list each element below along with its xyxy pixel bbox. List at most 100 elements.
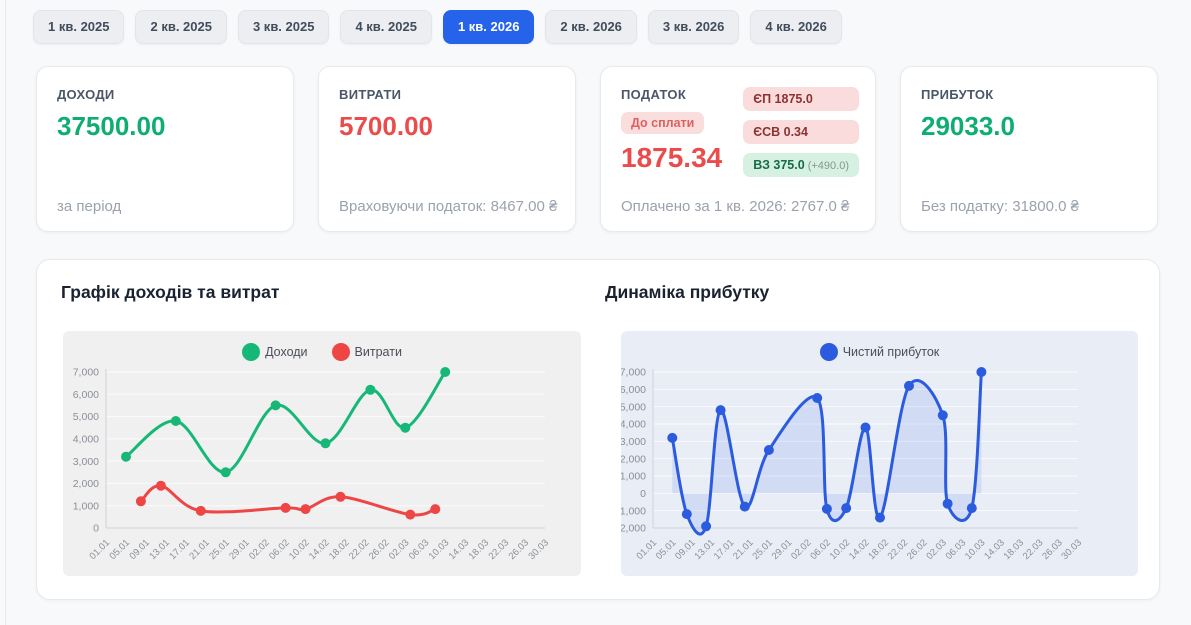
svg-text:3,000: 3,000 [621,436,646,448]
svg-text:10.02: 10.02 [828,537,853,562]
legend-marker-icon [331,343,350,361]
svg-text:01.01: 01.01 [88,537,113,562]
page-left-border [5,0,6,625]
svg-text:26.02: 26.02 [905,537,930,562]
svg-text:02.02: 02.02 [789,537,814,562]
profit-card: ПРИБУТОК 29033.0 Без податку: 31800.0 ₴ [900,66,1158,232]
svg-text:02.02: 02.02 [247,537,272,562]
expenses-card-value: 5700.00 [339,111,433,141]
quarter-tab[interactable]: 4 кв. 2025 [340,10,432,44]
svg-text:5,000: 5,000 [621,401,646,413]
svg-text:-1,000: -1,000 [621,505,646,517]
chart-canvas: -2,000 -1,000 0 1,000 2,000 3,000 4,000 5,000 6,… [621,367,1085,562]
svg-text:05.01: 05.01 [654,537,679,562]
chart-legend: Доходи Витрати [63,343,581,361]
svg-text:14.03: 14.03 [982,537,1007,562]
svg-text:7,000: 7,000 [73,367,99,379]
svg-text:25.01: 25.01 [750,537,775,562]
svg-text:-2,000: -2,000 [621,523,646,535]
income-card: ДОХОДИ 37500.00 за період [36,66,294,232]
legend-item[interactable]: Чистий прибуток [819,343,940,361]
svg-text:2,000: 2,000 [73,478,99,490]
svg-text:01.01: 01.01 [635,537,660,562]
expenses-card: ВИТРАТИ 5700.00 Враховуючи податок: 8467… [318,66,576,232]
quarter-tabs: 1 кв. 2025 2 кв. 2025 3 кв. 2025 4 кв. 2025… [33,10,842,44]
svg-text:13.01: 13.01 [147,537,172,562]
legend-label: Доходи [265,345,308,359]
svg-text:26.03: 26.03 [507,537,532,562]
svg-text:30.03: 30.03 [527,537,552,562]
legend-marker-icon [242,343,261,361]
svg-text:18.03: 18.03 [1002,537,1027,562]
legend-label: Витрати [354,345,402,359]
quarter-tab[interactable]: 3 кв. 2026 [647,10,740,44]
tax-component-badge: ЄП 1875.0 [743,87,859,111]
profit-chart: -2,000 -1,000 0 1,000 2,000 3,000 4,000 5,000 6,… [621,331,1138,576]
svg-text:26.02: 26.02 [367,537,392,562]
tax-card-title: ПОДАТОК [621,87,687,102]
svg-text:09.01: 09.01 [673,537,698,562]
legend-label: Чистий прибуток [842,345,940,359]
svg-text:3,000: 3,000 [73,456,99,468]
svg-text:7,000: 7,000 [621,367,646,379]
profit-card-value: 29033.0 [921,111,1015,141]
svg-text:2,000: 2,000 [621,453,646,465]
svg-text:10.03: 10.03 [427,537,452,562]
tax-card: ПОДАТОК До сплати 1875.34 ЄП 1875.0 ЄСВ 0… [600,66,876,232]
svg-text:14.02: 14.02 [847,537,872,562]
svg-text:18.02: 18.02 [866,537,891,562]
income-card-footer: за період [57,198,122,215]
expenses-card-title: ВИТРАТИ [339,87,402,102]
legend-item[interactable]: Доходи [242,343,308,361]
svg-text:4,000: 4,000 [73,434,99,446]
svg-text:10.02: 10.02 [287,537,312,562]
svg-text:1,000: 1,000 [73,500,99,512]
tax-due-badge: До сплати [621,112,705,134]
tax-component-badge: ВЗ 375.0 (+490.0) [743,153,859,177]
quarter-tab[interactable]: 4 кв. 2026 [750,10,842,44]
stats-row: ДОХОДИ 37500.00 за період ВИТРАТИ 5700.0… [36,66,1158,232]
svg-text:29.01: 29.01 [770,537,795,562]
svg-text:0: 0 [93,523,99,535]
svg-text:22.02: 22.02 [886,537,911,562]
svg-text:06.02: 06.02 [808,537,833,562]
profit-card-title: ПРИБУТОК [921,87,994,102]
income-card-title: ДОХОДИ [57,87,115,102]
profit-chart-title: Динаміка прибутку [605,282,770,302]
svg-text:21.01: 21.01 [731,537,756,562]
tax-breakdown-badges: ЄП 1875.0 ЄСВ 0.34 ВЗ 375.0 (+490.0) [743,87,859,177]
svg-text:06.03: 06.03 [407,537,432,562]
svg-text:14.02: 14.02 [307,537,332,562]
svg-text:22.03: 22.03 [1021,537,1046,562]
svg-text:18.03: 18.03 [467,537,492,562]
svg-text:06.03: 06.03 [944,537,969,562]
svg-text:17.01: 17.01 [712,537,737,562]
svg-text:26.03: 26.03 [1040,537,1065,562]
quarter-tab[interactable]: 1 кв. 2025 [33,10,125,44]
svg-text:13.01: 13.01 [692,537,717,562]
profit-card-footer: Без податку: 31800.0 ₴ [921,198,1079,215]
legend-item[interactable]: Витрати [331,343,402,361]
svg-text:30.03: 30.03 [1060,537,1085,562]
quarter-tab[interactable]: 2 кв. 2026 [545,10,637,44]
svg-text:02.03: 02.03 [387,537,412,562]
svg-text:09.01: 09.01 [127,537,152,562]
svg-text:14.03: 14.03 [447,537,472,562]
svg-text:05.01: 05.01 [107,537,132,562]
svg-text:22.03: 22.03 [487,537,512,562]
svg-text:22.02: 22.02 [347,537,372,562]
quarter-tab[interactable]: 2 кв. 2025 [135,10,227,44]
svg-text:21.01: 21.01 [187,537,212,562]
charts-card: Графік доходів та витрат Динаміка прибут… [36,259,1160,600]
tax-card-footer: Оплачено за 1 кв. 2026: 2767.0 ₴ [621,198,850,215]
tax-component-badge: ЄСВ 0.34 [743,120,859,144]
quarter-tab[interactable]: 1 кв. 2026 [442,10,535,44]
quarter-tab[interactable]: 3 кв. 2025 [237,10,330,44]
svg-text:6,000: 6,000 [621,384,646,396]
legend-marker-icon [819,343,838,361]
svg-text:17.01: 17.01 [167,537,192,562]
svg-text:18.02: 18.02 [327,537,352,562]
svg-text:10.03: 10.03 [963,537,988,562]
svg-text:02.03: 02.03 [924,537,949,562]
